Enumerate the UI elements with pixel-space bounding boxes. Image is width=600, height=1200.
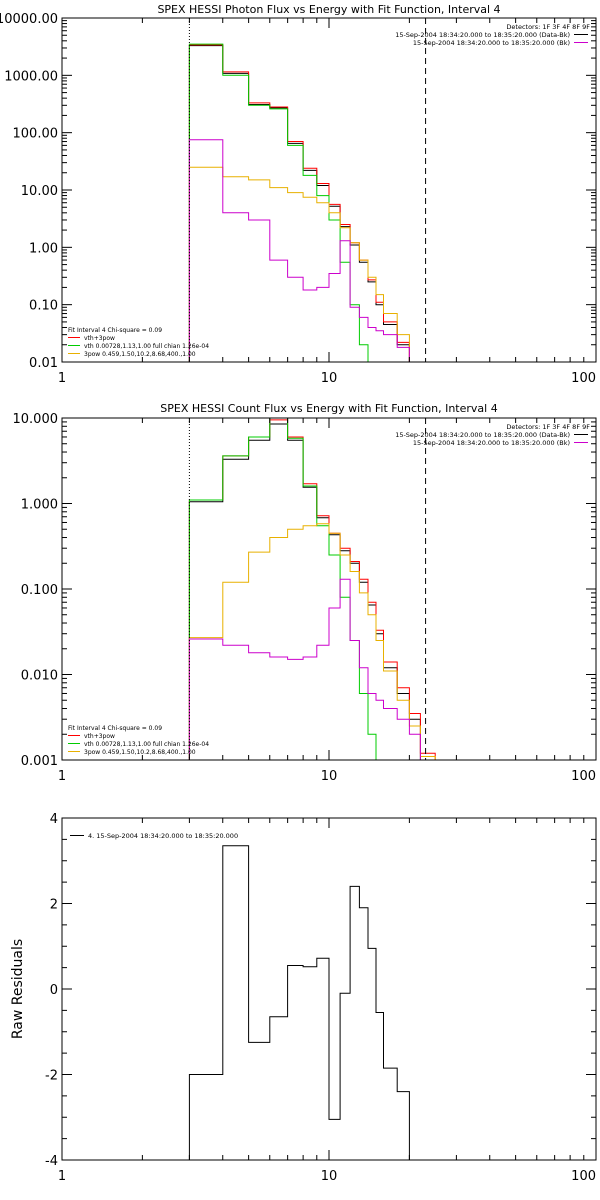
y-tick-label: 4 <box>50 812 58 827</box>
fit-info: Fit Interval 4 Chi-square = 0.09 <box>68 725 162 732</box>
x-tick-label: 1 <box>58 1169 66 1184</box>
series-line-data-bk <box>188 423 436 760</box>
x-tick-label: 1 <box>58 769 66 784</box>
y-tick-label: 10000.00 <box>0 12 58 27</box>
legend-entry: 3pow 0.459,1.50,10.2,8.68,400.,1.00 <box>84 351 196 358</box>
y-tick-label: 0.001 <box>21 754 58 769</box>
detectors-info: Detectors: 1F 3F 4F 8F 9F <box>506 23 590 31</box>
legend-entry: vth 0.00728,1.13,1.00 full chian 1.26e-0… <box>84 741 209 748</box>
legend-entry: 15-Sep-2004 18:34:20.000 to 18:35:20.000… <box>395 431 570 439</box>
y-tick-label: 0.01 <box>29 356 58 371</box>
legend-entry: 15-Sep-2004 18:34:20.000 to 18:35:20.000… <box>413 39 570 47</box>
x-tick-label: 100 <box>571 371 596 386</box>
y-tick-label: 0.100 <box>21 583 58 598</box>
y-tick-label: 0.010 <box>21 669 58 684</box>
y-tick-label: 0.10 <box>29 299 58 314</box>
plot-frame <box>61 417 597 761</box>
x-tick-label: 100 <box>571 769 596 784</box>
y-tick-label: -4 <box>45 1154 58 1169</box>
x-tick-label: 10 <box>321 1169 338 1184</box>
x-tick-label: 10 <box>321 371 338 386</box>
series-line-vth <box>188 418 384 760</box>
x-tick-label: 100 <box>571 1169 596 1184</box>
legend-entry: 3pow 0.459,1.50,10.2,8.68,400.,1.00 <box>84 749 196 756</box>
series-line-3pow <box>188 166 421 362</box>
y-tick-label: 1000.00 <box>4 69 58 84</box>
series-line-residuals <box>188 845 410 1160</box>
legend-entry: 15-Sep-2004 18:34:20.000 to 18:35:20.000… <box>395 31 570 39</box>
legend-entry: vth+3pow <box>84 335 115 342</box>
y-tick-label: 10.000 <box>13 412 59 427</box>
series-line-3pow <box>188 523 436 760</box>
series-line-bk <box>188 139 421 362</box>
chart-title: SPEX HESSI Photon Flux vs Energy with Fi… <box>157 3 500 16</box>
x-tick-label: 1 <box>58 371 66 386</box>
series-line-vth-3pow <box>188 419 436 760</box>
chart-title: SPEX HESSI Count Flux vs Energy with Fit… <box>160 402 497 415</box>
series-group <box>188 418 436 760</box>
y-tick-label: -2 <box>45 1069 58 1084</box>
legend-entry: vth 0.00728,1.13,1.00 full chian 1.26e-0… <box>84 343 209 350</box>
y-tick-label: 100.00 <box>13 127 59 142</box>
x-tick-label: 10 <box>321 769 338 784</box>
series-group <box>188 845 410 1160</box>
chart-panel-3: 1 10 100 -4 -2 0 2 4 Raw Residuals 4. 15-Sep-2004… <box>10 812 597 1184</box>
series-line-vth <box>188 43 376 362</box>
y-tick-label: 2 <box>50 898 58 913</box>
y-tick-label: 0 <box>50 983 58 998</box>
y-tick-label: 1.00 <box>29 241 58 256</box>
series-line-vth-3pow <box>188 44 410 362</box>
y-axis-label: Raw Residuals <box>10 939 26 1039</box>
legend-entry: 4. 15-Sep-2004 18:34:20.000 to 18:35:20.… <box>88 832 238 840</box>
chart-panel-1: SPEX HESSI Photon Flux vs Energy with Fi… <box>0 3 597 386</box>
chart-panel-2: SPEX HESSI Count Flux vs Energy with Fit… <box>13 402 597 784</box>
series-line-bk <box>188 578 436 760</box>
y-tick-label: 10.00 <box>21 184 58 199</box>
legend-entry: vth+3pow <box>84 733 115 740</box>
fit-info: Fit Interval 4 Chi-square = 0.09 <box>68 327 162 334</box>
detectors-info: Detectors: 1F 3F 4F 8F 9F <box>506 423 590 431</box>
legend-entry: 15-Sep-2004 18:34:20.000 to 18:35:20.000… <box>413 439 570 447</box>
series-group <box>188 43 421 362</box>
y-tick-label: 1.000 <box>21 498 58 513</box>
series-line-data-bk <box>188 45 410 362</box>
